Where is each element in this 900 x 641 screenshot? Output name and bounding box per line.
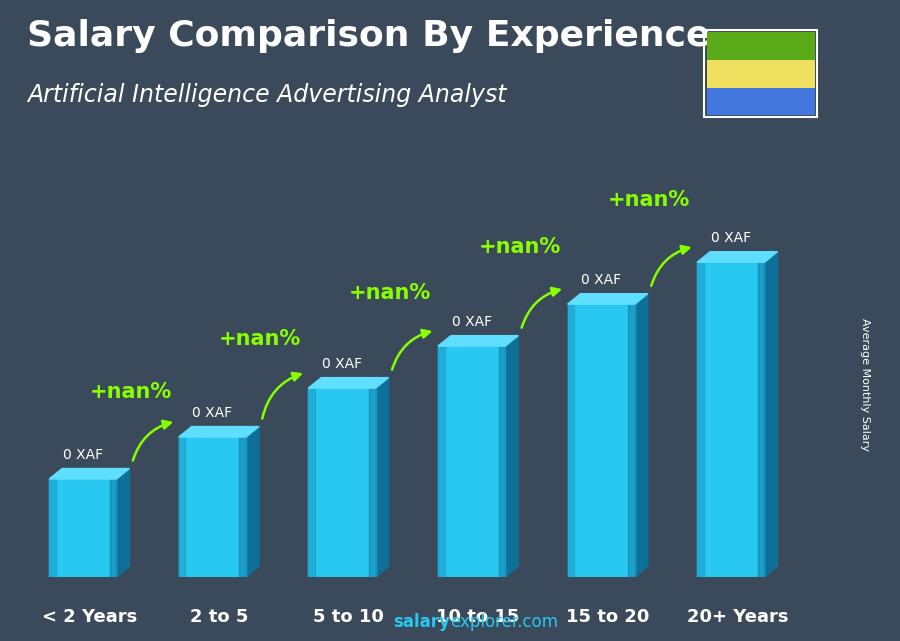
Polygon shape <box>116 469 130 577</box>
Text: 10 to 15: 10 to 15 <box>436 608 520 626</box>
Polygon shape <box>179 437 246 577</box>
Polygon shape <box>239 437 246 577</box>
Text: 0 XAF: 0 XAF <box>581 274 621 287</box>
Text: +nan%: +nan% <box>479 237 561 256</box>
Text: +nan%: +nan% <box>349 283 431 303</box>
Text: 0 XAF: 0 XAF <box>322 357 362 371</box>
Polygon shape <box>309 378 389 388</box>
Polygon shape <box>110 479 116 577</box>
Polygon shape <box>758 262 764 577</box>
Text: Average Monthly Salary: Average Monthly Salary <box>860 318 869 451</box>
Text: salary: salary <box>393 613 450 631</box>
Text: 0 XAF: 0 XAF <box>63 448 103 462</box>
Text: 0 XAF: 0 XAF <box>711 231 751 246</box>
Polygon shape <box>50 469 130 479</box>
Text: 5 to 10: 5 to 10 <box>313 608 384 626</box>
Polygon shape <box>634 294 648 577</box>
Polygon shape <box>438 346 505 577</box>
Polygon shape <box>375 378 389 577</box>
Polygon shape <box>369 388 375 577</box>
Text: < 2 Years: < 2 Years <box>41 608 137 626</box>
Text: 20+ Years: 20+ Years <box>687 608 788 626</box>
Text: +nan%: +nan% <box>220 329 302 349</box>
Text: explorer.com: explorer.com <box>450 613 558 631</box>
Polygon shape <box>438 336 518 346</box>
Polygon shape <box>568 304 634 577</box>
Polygon shape <box>50 479 116 577</box>
Polygon shape <box>505 336 518 577</box>
Polygon shape <box>309 388 315 577</box>
Text: +nan%: +nan% <box>608 190 690 210</box>
Text: 0 XAF: 0 XAF <box>452 315 491 329</box>
Polygon shape <box>568 304 574 577</box>
Text: 2 to 5: 2 to 5 <box>190 608 248 626</box>
Polygon shape <box>309 388 375 577</box>
Polygon shape <box>179 426 259 437</box>
Polygon shape <box>698 262 764 577</box>
Text: Artificial Intelligence Advertising Analyst: Artificial Intelligence Advertising Anal… <box>27 83 507 107</box>
Polygon shape <box>50 479 56 577</box>
Polygon shape <box>698 252 778 262</box>
Text: 15 to 20: 15 to 20 <box>566 608 650 626</box>
Polygon shape <box>568 294 648 304</box>
Polygon shape <box>698 262 704 577</box>
Polygon shape <box>246 426 259 577</box>
Text: 0 XAF: 0 XAF <box>193 406 232 420</box>
Text: +nan%: +nan% <box>90 382 172 402</box>
Polygon shape <box>628 304 634 577</box>
Text: Salary Comparison By Experience: Salary Comparison By Experience <box>27 19 710 53</box>
Polygon shape <box>438 346 445 577</box>
Polygon shape <box>179 437 185 577</box>
Polygon shape <box>499 346 505 577</box>
Polygon shape <box>764 252 778 577</box>
